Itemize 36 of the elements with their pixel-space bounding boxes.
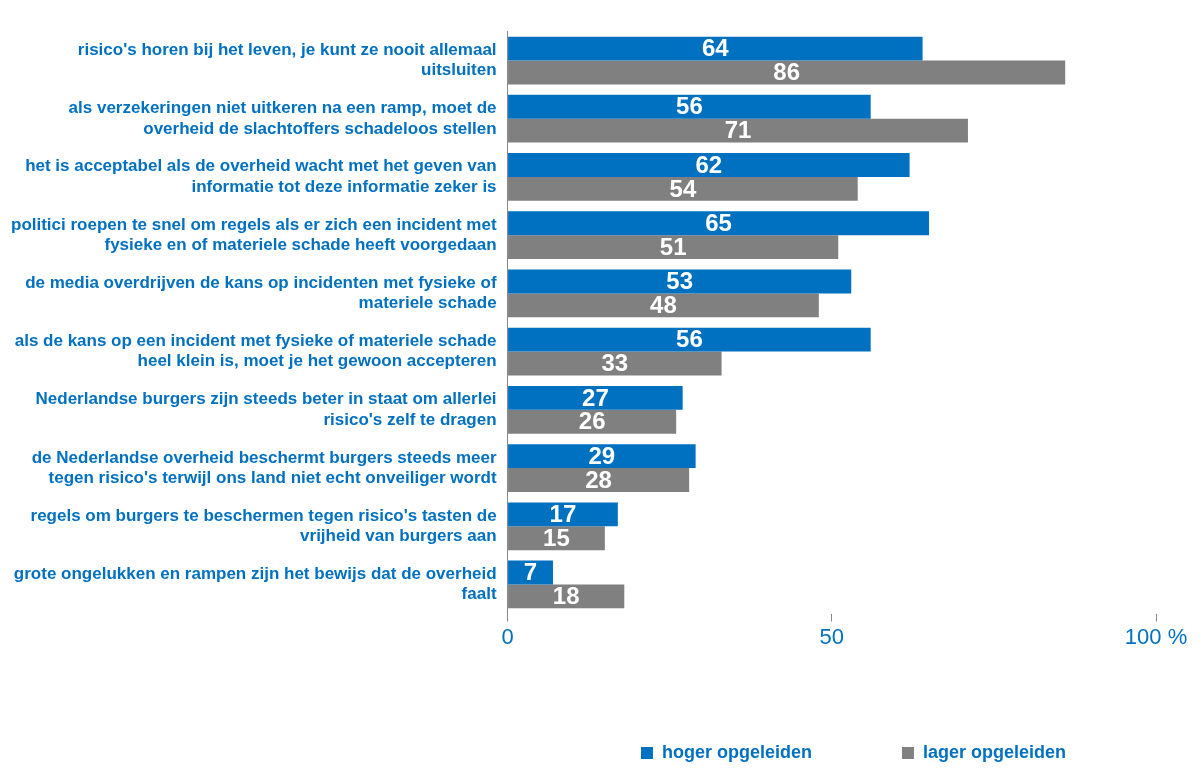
bar	[508, 153, 910, 177]
y-tick-label: als verzekeringen niet uitkeren na een ramp, moet de overheid de slachtoffers schadeloos stellen	[68, 98, 497, 138]
bar	[508, 211, 930, 236]
bar	[508, 327, 871, 352]
data-label: 86	[773, 58, 801, 86]
data-label: 56	[676, 92, 703, 120]
y-tick-label: risico's horen bij het leven, je kunt ze nooit allemaal uitsluiten	[77, 40, 497, 80]
data-label: 56	[676, 325, 703, 353]
x-tick-label: 100 %	[1124, 623, 1188, 649]
data-label: 71	[724, 116, 752, 144]
y-tick-label: het is acceptabel als de overheid wacht met het geven van informatie tot deze informatie zeker is	[25, 156, 497, 196]
bar	[508, 444, 696, 469]
bar	[508, 94, 871, 119]
bar	[508, 385, 683, 410]
legend-label: lager opgeleiden	[922, 741, 1067, 762]
x-tick-label: 0	[501, 623, 514, 649]
y-tick-label: regels om burgers te beschermen tegen risico's tasten de vrijheid van burgers aan	[30, 505, 497, 546]
x-tick-label: 50	[819, 623, 845, 649]
data-label: 62	[695, 150, 723, 178]
data-label: 18	[552, 582, 580, 610]
y-tick-label: de media overdrijven de kans op incidenten met fysieke of materiele schade	[25, 272, 497, 313]
legend-label: hoger opgeleiden	[661, 741, 812, 762]
y-tick-label: de Nederlandse overheid beschermt burgers steeds meer tegen risico's terwijl ons land niet echt onveiliger wordt	[31, 447, 497, 487]
bar	[508, 269, 852, 294]
data-label: 64	[701, 34, 730, 62]
bar	[508, 36, 923, 61]
y-tick-label: als de kans op een incident met fysieke of materiele schade heel klein is, moet je het gewoon accepteren	[14, 331, 497, 371]
y-tick-label: politici roepen te snel om regels als er zich een incident met fysieke en of materiele schade heeft voorgedaan	[10, 214, 497, 255]
data-label: 65	[705, 208, 732, 236]
bar	[508, 502, 618, 527]
y-tick-label: Nederlandse burgers zijn steeds beter in staat om allerlei risico's zelf te dragen	[35, 389, 497, 429]
data-label: 51	[659, 232, 687, 260]
y-tick-label: grote ongelukken en rampen zijn het bewijs dat de overheid faalt	[13, 563, 497, 604]
data-label: 33	[601, 349, 629, 377]
data-label: 7	[523, 558, 538, 586]
data-label: 54	[669, 174, 697, 202]
